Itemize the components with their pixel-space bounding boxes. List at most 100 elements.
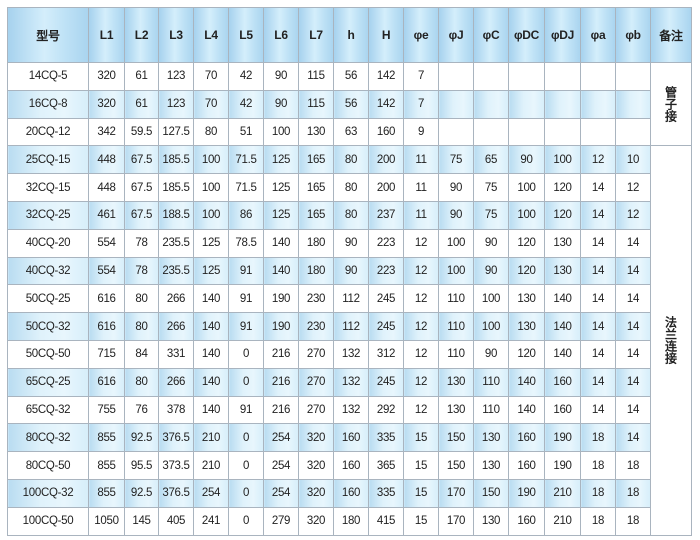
value-cell: 115: [298, 89, 334, 119]
value-cell: 12: [403, 367, 439, 397]
value-cell: 130: [508, 312, 545, 341]
value-cell: 855: [88, 478, 125, 508]
value-cell: 376.5: [158, 423, 194, 453]
value-cell: 132: [333, 339, 369, 369]
value-cell: 405: [158, 506, 194, 536]
value-cell: 150: [473, 478, 509, 508]
value-cell: 210: [544, 478, 581, 508]
value-cell: 123: [158, 62, 194, 91]
value-cell: 14: [615, 228, 651, 258]
value-cell: 115: [298, 62, 334, 91]
value-cell: 92.5: [124, 423, 159, 453]
value-cell: 56: [333, 62, 369, 91]
model-cell: 16CQ-8: [7, 89, 89, 119]
value-cell: 90: [473, 228, 509, 258]
value-cell: 165: [298, 173, 334, 202]
table-row: 40CQ-20 554 78 235.5 125 78.5 140 180 90 223 12 100…: [7, 228, 692, 258]
value-cell: 320: [298, 506, 334, 536]
value-cell: 71.5: [228, 173, 264, 202]
value-cell: 9: [403, 117, 439, 147]
column-header: L4: [193, 7, 229, 63]
value-cell: 254: [263, 451, 299, 480]
table-row: 50CQ-32 616 80 266 140 91 190 230 112 245 12 110 100…: [7, 312, 692, 341]
column-header: φa: [580, 7, 616, 63]
value-cell: 76: [124, 395, 159, 425]
value-cell: [615, 89, 651, 119]
value-cell: 160: [544, 395, 581, 425]
value-cell: [438, 62, 474, 91]
value-cell: 125: [263, 145, 299, 175]
value-cell: 12: [403, 339, 439, 369]
value-cell: 78.5: [228, 228, 264, 258]
value-cell: 616: [88, 367, 125, 397]
value-cell: 160: [508, 423, 545, 453]
value-cell: 237: [368, 200, 404, 230]
table-row: 40CQ-32 554 78 235.5 125 91 140 180 90 223 12 100 90…: [7, 256, 692, 286]
value-cell: 130: [473, 423, 509, 453]
value-cell: 715: [88, 339, 125, 369]
table-row: 50CQ-25 616 80 266 140 91 190 230 112 245 12 110 100…: [7, 284, 692, 314]
value-cell: 0: [228, 367, 264, 397]
value-cell: 7: [403, 62, 439, 91]
value-cell: 90: [473, 256, 509, 286]
value-cell: 110: [438, 284, 474, 314]
value-cell: 150: [438, 423, 474, 453]
model-cell: 25CQ-15: [7, 145, 89, 175]
value-cell: 42: [228, 62, 264, 91]
value-cell: 80: [124, 367, 159, 397]
column-header: L2: [124, 7, 159, 63]
value-cell: 10: [615, 145, 651, 175]
value-cell: 75: [473, 173, 509, 202]
value-cell: 123: [158, 89, 194, 119]
value-cell: 230: [298, 284, 334, 314]
model-cell: 20CQ-12: [7, 117, 89, 147]
value-cell: 14: [580, 284, 616, 314]
value-cell: 855: [88, 423, 125, 453]
value-cell: 160: [333, 423, 369, 453]
value-cell: 180: [333, 506, 369, 536]
column-header: H: [368, 7, 404, 63]
value-cell: 279: [263, 506, 299, 536]
value-cell: 100: [193, 145, 229, 175]
value-cell: 320: [88, 62, 125, 91]
table-row: 80CQ-50 855 95.5 373.5 210 0 254 320 160 365 15 150…: [7, 451, 692, 480]
column-header: 备注: [650, 7, 692, 63]
value-cell: 241: [193, 506, 229, 536]
value-cell: 11: [403, 173, 439, 202]
value-cell: 14: [615, 423, 651, 453]
value-cell: [580, 62, 616, 91]
value-cell: 0: [228, 478, 264, 508]
value-cell: 160: [333, 451, 369, 480]
value-cell: 100: [193, 173, 229, 202]
model-cell: 80CQ-50: [7, 451, 89, 480]
value-cell: 165: [298, 200, 334, 230]
value-cell: 140: [193, 312, 229, 341]
value-cell: 80: [333, 145, 369, 175]
value-cell: 254: [263, 478, 299, 508]
value-cell: 84: [124, 339, 159, 369]
value-cell: 12: [403, 395, 439, 425]
value-cell: 188.5: [158, 200, 194, 230]
value-cell: 331: [158, 339, 194, 369]
model-cell: 40CQ-32: [7, 256, 89, 286]
table-row: 80CQ-32 855 92.5 376.5 210 0 254 320 160 335 15 150…: [7, 423, 692, 453]
value-cell: 0: [228, 339, 264, 369]
value-cell: 142: [368, 62, 404, 91]
value-cell: 14: [580, 228, 616, 258]
value-cell: 140: [193, 395, 229, 425]
value-cell: 14: [580, 312, 616, 341]
column-header: L7: [298, 7, 334, 63]
value-cell: 180: [298, 256, 334, 286]
value-cell: [544, 62, 581, 91]
model-cell: 65CQ-25: [7, 367, 89, 397]
value-cell: 140: [508, 367, 545, 397]
model-cell: 14CQ-5: [7, 62, 89, 91]
value-cell: [615, 117, 651, 147]
model-cell: 50CQ-25: [7, 284, 89, 314]
value-cell: 140: [193, 367, 229, 397]
value-cell: 18: [615, 478, 651, 508]
value-cell: 130: [438, 367, 474, 397]
column-header: 型号: [7, 7, 89, 63]
value-cell: 110: [473, 395, 509, 425]
value-cell: 12: [580, 145, 616, 175]
